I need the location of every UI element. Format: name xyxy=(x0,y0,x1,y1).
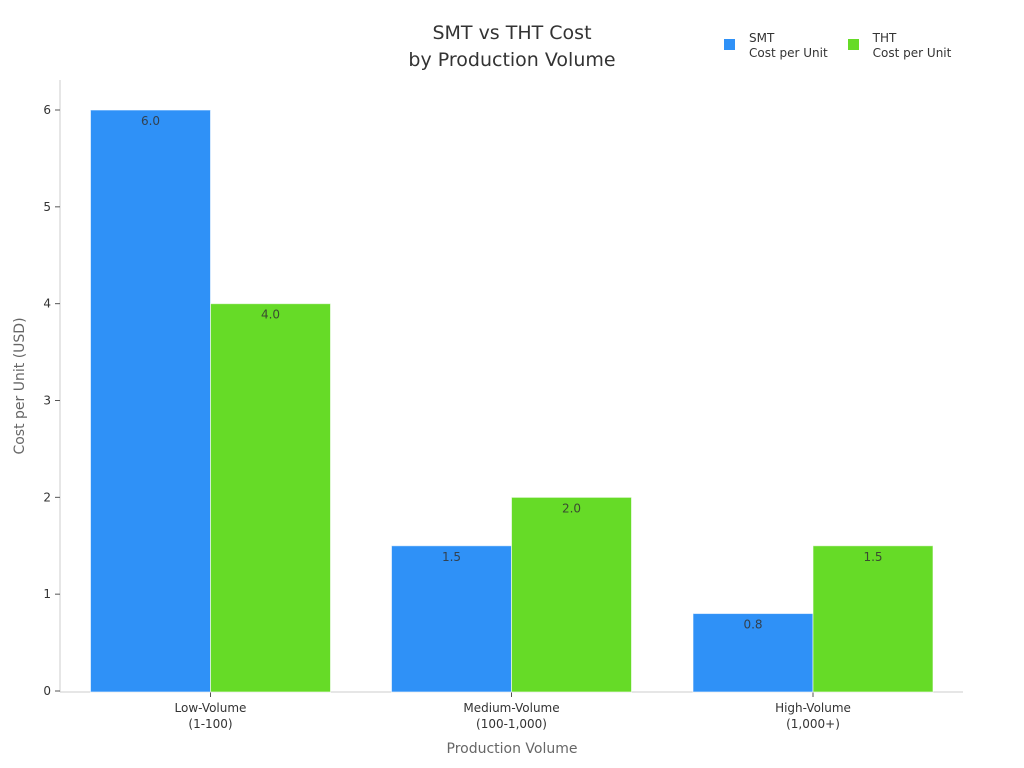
bar-tht-1 xyxy=(511,496,632,693)
legend-label-tht-line-1: THT xyxy=(872,31,897,45)
bar-value-label: 6.0 xyxy=(141,114,160,128)
bar-value-label: 0.8 xyxy=(743,618,762,632)
legend-swatch-tht xyxy=(847,39,859,50)
x-tick-label: High-Volume (1,000+) xyxy=(775,701,851,731)
bar-value-label: 1.5 xyxy=(863,550,882,564)
bar-value-label: 2.0 xyxy=(562,501,581,515)
y-tick-label: 2 xyxy=(43,490,51,504)
bar-tht-0 xyxy=(210,303,331,693)
chart-title-line-2: by Production Volume xyxy=(408,49,616,71)
x-tick-label: Medium-Volume (100-1,000) xyxy=(463,701,560,731)
chart-title: SMT vs THT Cost by Production Volume xyxy=(312,20,712,74)
chart-title-line-1: SMT vs THT Cost xyxy=(432,22,592,44)
bar-smt-2 xyxy=(692,613,814,693)
y-tick-label: 6 xyxy=(43,103,51,117)
legend-label-smt-line-1: SMT xyxy=(749,31,775,45)
chart-legend: SMT Cost per Unit THT Cost per Unit xyxy=(724,31,951,61)
legend-item-smt: SMT Cost per Unit xyxy=(724,31,828,61)
bar-value-label: 4.0 xyxy=(261,308,280,322)
bar-value-label: 1.5 xyxy=(442,550,461,564)
y-tick-label: 5 xyxy=(43,200,51,214)
x-tick-label: Low-Volume (1-100) xyxy=(174,701,247,731)
bar-tht-2 xyxy=(812,545,934,693)
x-axis-label: Production Volume xyxy=(446,741,578,757)
bar-smt-0 xyxy=(90,109,211,693)
y-tick-label: 1 xyxy=(43,587,51,601)
bar-smt-1 xyxy=(391,545,512,693)
y-tick-label: 3 xyxy=(43,394,51,408)
legend-label-tht-line-2: Cost per Unit xyxy=(872,46,952,60)
legend-label-smt-line-2: Cost per Unit xyxy=(749,46,828,60)
y-tick-label: 4 xyxy=(43,297,51,311)
y-tick-label: 0 xyxy=(43,684,51,698)
legend-swatch-smt xyxy=(724,39,735,50)
legend-item-tht: THT Cost per Unit xyxy=(847,31,952,61)
